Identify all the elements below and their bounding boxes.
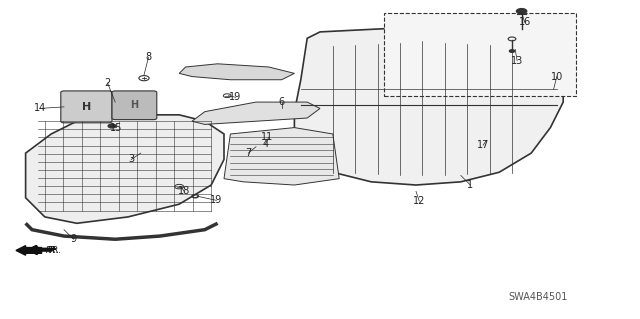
Text: 16: 16 <box>518 17 531 27</box>
Text: 15: 15 <box>110 122 123 133</box>
FancyBboxPatch shape <box>61 91 112 123</box>
Text: 8: 8 <box>145 52 152 63</box>
Circle shape <box>516 9 527 14</box>
Circle shape <box>108 124 116 128</box>
Text: SWA4B4501: SWA4B4501 <box>508 292 567 302</box>
Text: 4: 4 <box>262 138 269 149</box>
Text: H: H <box>131 100 138 110</box>
Text: 2: 2 <box>104 78 111 88</box>
Text: 19: 19 <box>210 195 223 205</box>
FancyArrow shape <box>16 246 42 255</box>
Text: 1: 1 <box>467 180 474 190</box>
PathPatch shape <box>294 29 563 185</box>
PathPatch shape <box>192 102 320 124</box>
Text: 13: 13 <box>511 56 524 66</box>
Text: 11: 11 <box>261 132 274 142</box>
FancyBboxPatch shape <box>384 13 576 96</box>
Text: 7: 7 <box>245 148 252 158</box>
Text: 12: 12 <box>413 196 426 206</box>
Text: 14: 14 <box>33 103 46 114</box>
Circle shape <box>509 50 515 52</box>
Text: 19: 19 <box>229 92 242 102</box>
FancyArrowPatch shape <box>31 246 55 252</box>
Text: 17: 17 <box>477 140 490 150</box>
PathPatch shape <box>26 115 224 223</box>
Text: 18: 18 <box>178 186 191 197</box>
PathPatch shape <box>179 64 294 80</box>
Text: H: H <box>82 102 91 112</box>
Text: FR.: FR. <box>46 246 60 255</box>
Text: 9: 9 <box>70 234 77 244</box>
Text: FR.: FR. <box>47 246 61 255</box>
FancyBboxPatch shape <box>112 91 157 120</box>
Text: 6: 6 <box>278 97 285 107</box>
PathPatch shape <box>224 128 339 185</box>
Text: 10: 10 <box>550 71 563 82</box>
Text: 3: 3 <box>128 154 134 165</box>
